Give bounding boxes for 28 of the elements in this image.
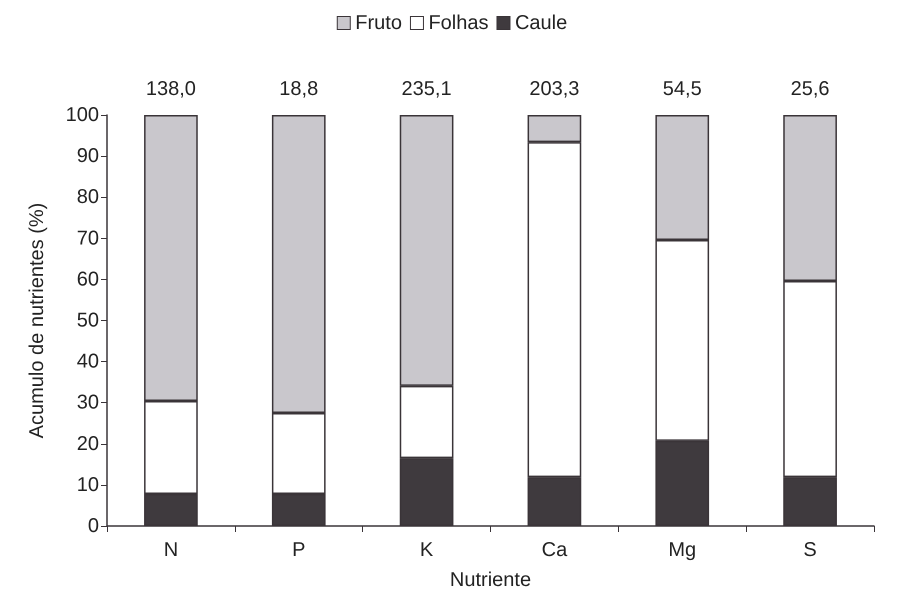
legend-label: Folhas: [428, 12, 488, 34]
legend-label: Fruto: [355, 12, 402, 34]
y-tick-label: 20: [76, 432, 99, 455]
x-tick-label: Mg: [668, 539, 696, 561]
y-axis-title: Acumulo de nutrientes (%): [26, 202, 48, 438]
x-tick-label: Ca: [542, 539, 568, 561]
x-axis-title: Nutriente: [450, 569, 532, 591]
annotation: 54,5: [662, 78, 702, 100]
x-tick-label: P: [292, 539, 306, 561]
x-tick-label: N: [164, 539, 178, 561]
y-tick-label: 0: [88, 515, 99, 537]
annotation: 18,8: [279, 78, 318, 100]
y-tick-label: 80: [76, 186, 99, 208]
y-tick-label: 70: [76, 227, 99, 250]
annotation: 203,3: [529, 78, 580, 100]
y-tick-label: 30: [76, 392, 99, 414]
x-tick-label: S: [803, 539, 817, 561]
y-tick-label: 100: [66, 104, 99, 126]
x-tick-label: K: [420, 539, 434, 561]
y-tick-label: 60: [76, 268, 99, 290]
legend-label: Caule: [514, 12, 568, 34]
y-tick-label: 40: [76, 350, 99, 373]
annotation: 138,0: [146, 78, 196, 100]
y-tick-label: 50: [76, 310, 99, 332]
annotation: 25,6: [790, 78, 830, 100]
annotation: 235,1: [402, 78, 452, 100]
y-tick-label: 90: [76, 145, 99, 168]
y-tick-label: 10: [76, 474, 99, 496]
